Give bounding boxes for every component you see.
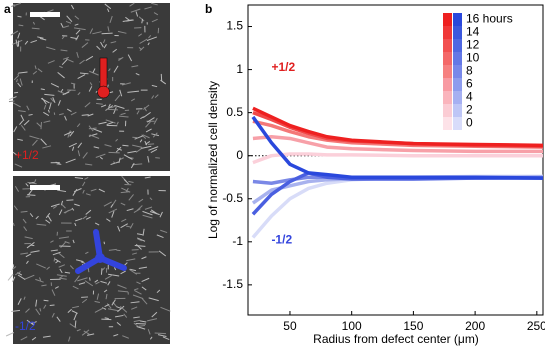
panel-label: a xyxy=(4,2,11,16)
legend-label: 4 xyxy=(466,90,473,104)
x-tick-label: 150 xyxy=(403,319,423,333)
legend-swatch xyxy=(443,91,452,104)
image-label: -1/2 xyxy=(15,319,36,333)
x-tick-label: 200 xyxy=(465,319,485,333)
legend-swatch xyxy=(453,65,462,78)
y-axis-label: Log of normalized cell density xyxy=(206,81,220,239)
x-tick-label: 100 xyxy=(342,319,362,333)
legend-swatch xyxy=(443,13,452,26)
scale-bar xyxy=(30,12,60,17)
cell xyxy=(14,92,18,93)
legend-label: 16 hours xyxy=(466,12,513,26)
legend-swatch xyxy=(453,78,462,91)
legend-swatch xyxy=(453,26,462,39)
cell xyxy=(106,109,117,110)
y-tick-label: -1.5 xyxy=(222,277,243,291)
legend-label: 2 xyxy=(466,103,473,117)
series-line xyxy=(253,154,543,163)
cell xyxy=(148,144,154,145)
cell xyxy=(54,258,55,262)
legend-label: 8 xyxy=(466,64,473,78)
cell xyxy=(6,332,14,335)
x-tick-label: 250 xyxy=(527,319,545,333)
legend-label: 6 xyxy=(466,77,473,91)
legend-label: 0 xyxy=(466,116,473,130)
panel-label: b xyxy=(205,2,212,16)
image-label: +1/2 xyxy=(15,148,39,162)
legend-swatch xyxy=(453,13,462,26)
legend-swatch xyxy=(453,52,462,65)
cell xyxy=(102,33,113,34)
x-tick-label: 50 xyxy=(283,319,297,333)
legend-label: 10 xyxy=(466,51,480,65)
cell xyxy=(155,333,166,334)
cell xyxy=(101,268,102,275)
cell xyxy=(44,300,49,301)
legend-swatch xyxy=(443,65,452,78)
y-tick-label: -1 xyxy=(232,234,243,248)
cell xyxy=(90,277,91,280)
cell xyxy=(9,101,14,102)
legend-swatch xyxy=(443,39,452,52)
y-tick-label: 1 xyxy=(236,62,243,76)
scale-bar xyxy=(30,185,60,190)
legend-label: 12 xyxy=(466,38,480,52)
y-tick-label: 0.5 xyxy=(226,105,243,119)
legend-swatch xyxy=(453,39,462,52)
cell xyxy=(27,195,35,196)
legend-swatch xyxy=(443,26,452,39)
legend-swatch xyxy=(453,104,462,117)
cell xyxy=(122,145,128,146)
legend-label: 14 xyxy=(466,25,480,39)
legend-swatch xyxy=(443,78,452,91)
plot-area xyxy=(248,5,543,315)
cell xyxy=(116,250,120,251)
x-axis-label: Radius from defect center (μm) xyxy=(313,332,479,346)
y-tick-label: -0.5 xyxy=(222,191,243,205)
cell xyxy=(75,321,76,328)
legend-swatch xyxy=(453,91,462,104)
cell xyxy=(101,319,111,320)
series-line xyxy=(253,177,543,203)
annotation: -1/2 xyxy=(271,232,292,246)
legend-swatch xyxy=(453,117,462,130)
legend-swatch xyxy=(443,52,452,65)
y-tick-label: 1.5 xyxy=(226,19,243,33)
legend-swatch xyxy=(443,117,452,130)
cell xyxy=(8,274,13,280)
y-tick-label: 0 xyxy=(236,148,243,162)
legend-swatch xyxy=(443,104,452,117)
annotation: +1/2 xyxy=(271,60,295,74)
